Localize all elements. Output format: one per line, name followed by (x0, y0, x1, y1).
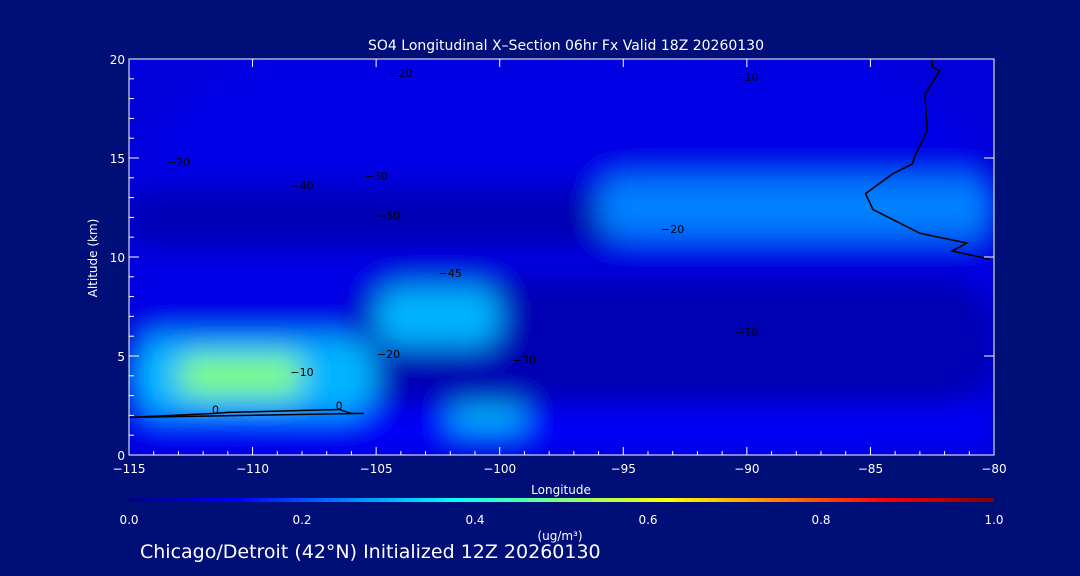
contour-label-0: −20 (389, 67, 412, 80)
colorbar-ticks: 0.0 0.2 0.4 0.6 0.8 1.0 (119, 513, 1003, 527)
so4-region-3 (351, 276, 994, 406)
x-axis: −115 −110 −105 −100 −95 −90 −85 −80 (113, 59, 1007, 476)
so4-region-7 (376, 286, 500, 347)
x-tick-label: −100 (483, 462, 516, 476)
contour-label-9: −20 (377, 348, 400, 361)
so4-field (129, 59, 994, 455)
footer-subtitle: Chicago/Detroit (42°N) Initialized 12Z 2… (140, 541, 601, 563)
x-tick-label: −95 (611, 462, 636, 476)
contour-label-10: −30 (513, 354, 536, 367)
x-tick-label: −90 (734, 462, 759, 476)
contour-label-11: −10 (290, 366, 313, 379)
so4-region-4 (598, 177, 994, 238)
so4-region-1 (129, 405, 994, 446)
contour-labels: −20 −10 −20 −30 −40 −50 −20 −45 −10 −20 −30 −10 0 0 (167, 67, 759, 417)
contour-label-8: −10 (735, 326, 758, 339)
colorbar-tick-label: 1.0 (984, 513, 1003, 527)
x-tick-label: −105 (360, 462, 393, 476)
colorbar: 0.0 0.2 0.4 0.6 0.8 1.0 (ug/m³) (119, 498, 1004, 543)
y-tick-label: 0 (117, 449, 125, 463)
contour-label-5: −50 (377, 209, 400, 222)
so4-region-6 (178, 356, 302, 396)
y-axis: 0 5 10 15 20 (110, 53, 994, 463)
y-axis-label: Altitude (km) (86, 219, 100, 298)
chart-title: SO4 Longitudinal X–Section 06hr Fx Valid… (368, 38, 764, 54)
contour-label-13: 0 (336, 399, 343, 412)
so4-region-8 (450, 405, 525, 432)
tropopause-contour (864, 59, 990, 260)
temperature-contours (129, 59, 990, 419)
contour-label-12: 0 (212, 403, 219, 416)
x-axis-label: Longitude (531, 483, 591, 497)
colorbar-tick-label: 0.4 (465, 513, 484, 527)
colorbar-label: (ug/m³) (537, 529, 582, 543)
x-tick-label: −115 (113, 462, 146, 476)
x-tick-label: −85 (858, 462, 883, 476)
colorbar-strip (129, 498, 994, 502)
contour-label-4: −40 (290, 180, 313, 193)
y-tick-label: 10 (110, 251, 125, 265)
contour-label-3: −30 (365, 170, 388, 183)
colorbar-tick-label: 0.8 (811, 513, 830, 527)
x-tick-label: −110 (236, 462, 269, 476)
y-tick-label: 15 (110, 152, 125, 166)
colorbar-tick-label: 0.0 (119, 513, 138, 527)
y-tick-label: 20 (110, 53, 125, 67)
terrain-contour (129, 408, 364, 419)
colorbar-tick-label: 0.2 (292, 513, 311, 527)
contour-label-1: −10 (735, 71, 758, 84)
y-tick-label: 5 (117, 350, 125, 364)
colorbar-tick-label: 0.6 (638, 513, 657, 527)
contour-label-6: −20 (661, 223, 684, 236)
x-tick-label: −80 (981, 462, 1006, 476)
contour-label-7: −45 (439, 267, 462, 280)
so4-region-2 (129, 187, 624, 248)
contour-label-2: −20 (167, 156, 190, 169)
plot-area: −20 −10 −20 −30 −40 −50 −20 −45 −10 −20 −30 −10 0 0 (129, 59, 994, 455)
